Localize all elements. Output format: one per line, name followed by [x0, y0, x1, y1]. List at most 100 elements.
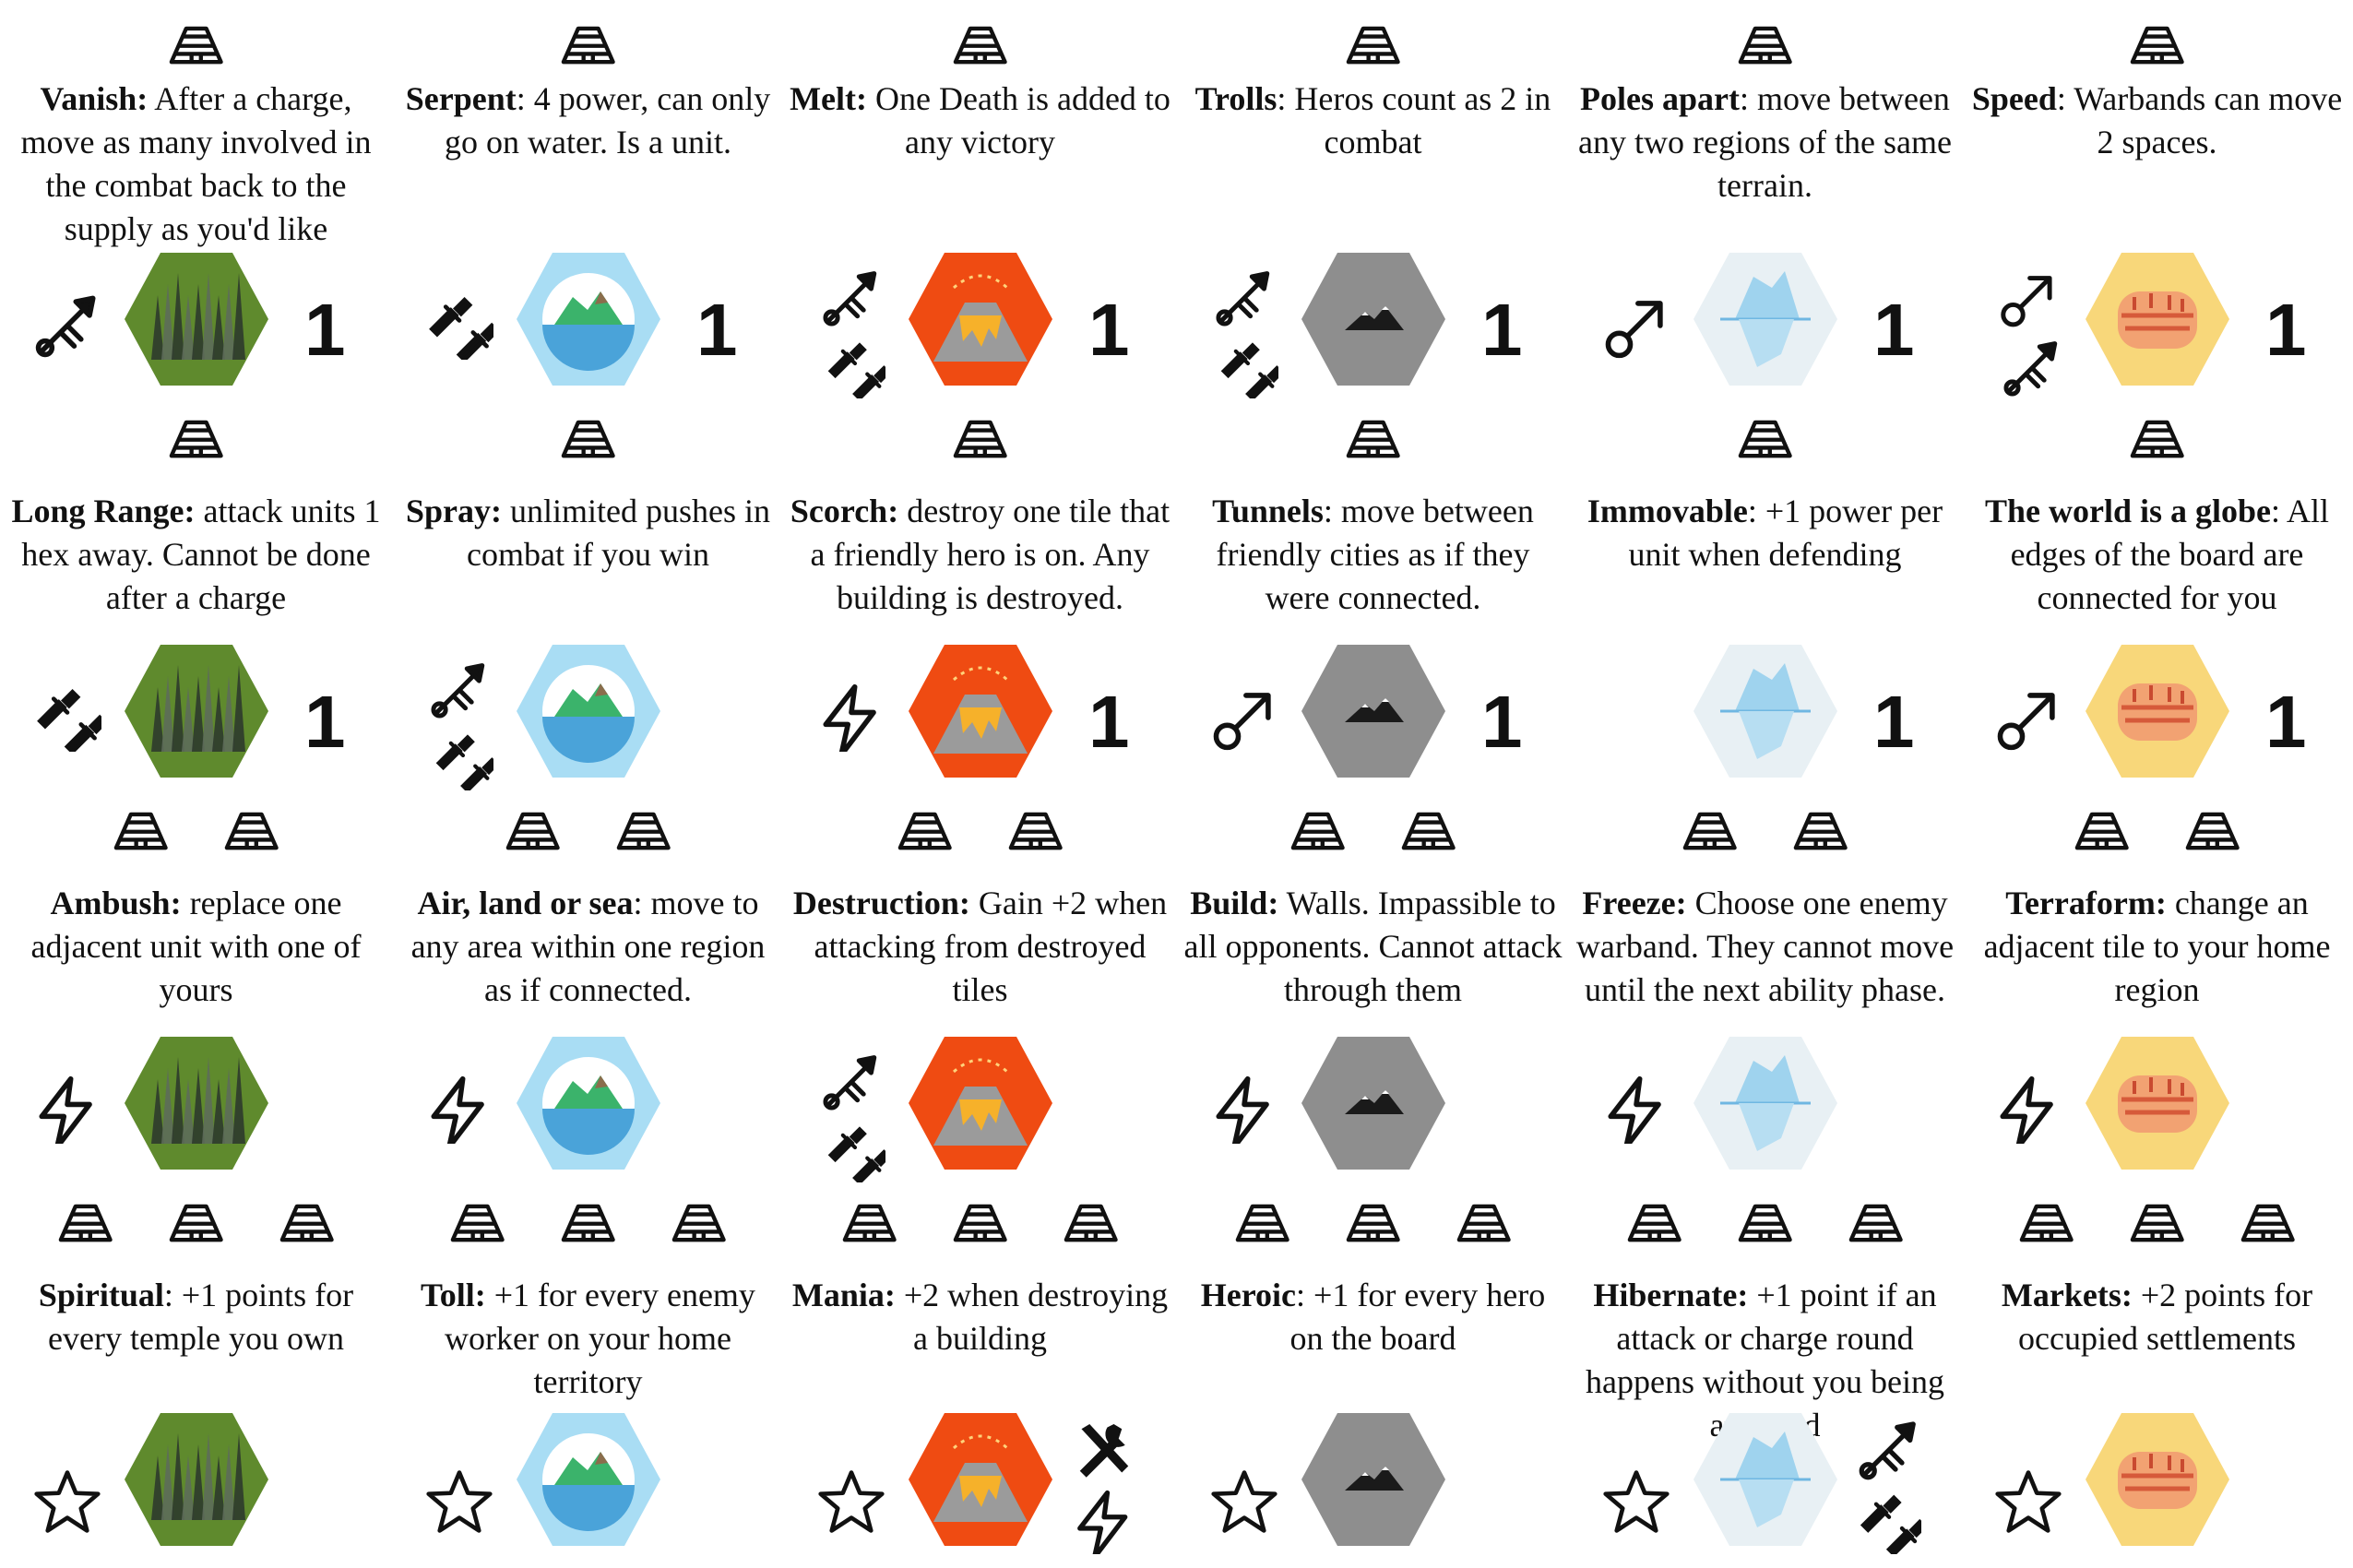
temple-cost: [1569, 26, 1961, 109]
ability-text: : Warbands can move 2 spaces.: [2056, 80, 2343, 160]
ability-card: Immovable: +1 power per unit when defend…: [1569, 392, 1961, 784]
lightning-icon: [1608, 1075, 1661, 1144]
star-icon: [1211, 1470, 1278, 1533]
ability-name: Air, land or sea: [417, 885, 634, 921]
star-icon: [1995, 1470, 2062, 1533]
ability-name: The world is a globe: [1984, 493, 2271, 529]
temple-icon: [113, 812, 168, 850]
ability-cost-number: 1: [1481, 681, 1523, 763]
lightning-icon: [1216, 1075, 1269, 1144]
temple-icon: [1682, 812, 1737, 850]
dagger-icon: [429, 296, 493, 360]
ability-name: Build:: [1190, 885, 1279, 921]
temple-cost: [0, 420, 392, 503]
lake-hex-tile: [517, 253, 660, 386]
temple-icon: [1235, 1204, 1289, 1242]
ability-description: Terraform: change an adjacent tile to yo…: [1965, 882, 2349, 1012]
temple-icon: [671, 1204, 726, 1242]
dagger-icon: [37, 688, 101, 752]
temple-icon: [897, 812, 952, 850]
temple-icon: [2130, 26, 2184, 65]
temple-cost: [1177, 1204, 1569, 1287]
ability-text: +2 points for occupied settlements: [2018, 1277, 2313, 1357]
ability-name: Ambush:: [50, 885, 182, 921]
ability-name: Markets:: [2001, 1277, 2133, 1313]
ability-card: Terraform: change an adjacent tile to yo…: [1961, 784, 2353, 1176]
lightning-icon: [2000, 1075, 2053, 1144]
spear-icon: [2003, 341, 2058, 397]
ice-hex-tile: [1693, 253, 1837, 386]
ice-hex-tile: [1693, 1037, 1837, 1170]
desert-hex-tile: [2086, 1413, 2229, 1546]
mountain-hex-tile: [1301, 1413, 1445, 1546]
spear-icon: [431, 663, 485, 719]
ability-name: Toll:: [421, 1277, 486, 1313]
ability-name: Trolls: [1194, 80, 1278, 117]
ability-card: Destruction: Gain +2 when attacking from…: [784, 784, 1176, 1182]
temple-icon: [58, 1204, 113, 1242]
temple-icon: [450, 1204, 505, 1242]
ability-text: replace one adjacent unit with one of yo…: [30, 885, 362, 1008]
ability-description: Trolls: Heros count as 2 in combat: [1181, 77, 1565, 164]
temple-icon: [1738, 420, 1792, 458]
temple-cost: [1961, 420, 2353, 503]
temple-icon: [2130, 1204, 2184, 1242]
forest-hex-tile: [125, 1037, 268, 1170]
ability-cost-number: 1: [1481, 289, 1523, 371]
ability-name: Serpent: [405, 80, 517, 117]
temple-icon: [2240, 1204, 2295, 1242]
ice-hex-tile: [1693, 1413, 1837, 1546]
star-icon: [426, 1470, 493, 1533]
ability-description: Scorch: destroy one tile that a friendly…: [788, 490, 1172, 620]
ability-card: Air, land or sea: move to any area withi…: [392, 784, 784, 1176]
temple-icon: [953, 1204, 1007, 1242]
ability-text: unlimited pushes in combat if you win: [467, 493, 770, 573]
ability-text: destroy one tile that a friendly hero is…: [810, 493, 1171, 616]
ability-card: Speed: Warbands can move 2 spaces. 1: [1961, 0, 2353, 397]
lightning-icon: [39, 1075, 92, 1144]
lightning-icon: [823, 683, 876, 752]
ability-text: : 4 power, can only go on water. Is a un…: [445, 80, 771, 160]
tools-icon: [1079, 1424, 1129, 1478]
ability-description: Heroic: +1 for every hero on the board: [1181, 1274, 1565, 1360]
ability-description: Tunnels: move between friendly cities as…: [1181, 490, 1565, 620]
ability-description: Poles apart: move between any two region…: [1573, 77, 1957, 208]
forest-hex-tile: [125, 1413, 268, 1546]
ability-card: Melt: One Death is added to any victory …: [784, 0, 1176, 398]
temple-cost: [1177, 420, 1569, 503]
ability-cost-number: 1: [1088, 681, 1130, 763]
dagger-icon: [827, 342, 885, 398]
ability-card: Markets: +2 points for occupied settleme…: [1961, 1176, 2353, 1568]
temple-cost: [1961, 26, 2353, 109]
ability-text: Walls. Impassible to all opponents. Cann…: [1183, 885, 1563, 1008]
temple-cost: [0, 26, 392, 109]
lake-hex-tile: [517, 1413, 660, 1546]
spear-icon: [1859, 1421, 1916, 1480]
temple-icon: [169, 26, 223, 65]
lake-hex-tile: [517, 1037, 660, 1170]
ability-name: Mania:: [791, 1277, 896, 1313]
ability-name: Hibernate:: [1593, 1277, 1749, 1313]
ability-name: Immovable: [1586, 493, 1748, 529]
ability-description: Melt: One Death is added to any victory: [788, 77, 1172, 164]
desert-hex-tile: [2086, 253, 2229, 386]
ability-text: Gain +2 when attacking from destroyed ti…: [814, 885, 1168, 1008]
ability-text: +1 for every enemy worker on your home t…: [445, 1277, 755, 1400]
ability-description: Speed: Warbands can move 2 spaces.: [1965, 77, 2349, 164]
forest-hex-tile: [125, 645, 268, 778]
ability-text: : move between any two regions of the sa…: [1578, 80, 1952, 204]
ability-text: : +1 power per unit when defending: [1628, 493, 1943, 573]
temple-icon: [2185, 812, 2240, 850]
dagger-icon: [1860, 1494, 1921, 1554]
volcano-hex-tile: [909, 1037, 1052, 1170]
temple-icon: [1290, 812, 1345, 850]
temple-icon: [953, 420, 1007, 458]
temple-cost: [0, 1204, 392, 1287]
temple-icon: [1346, 420, 1400, 458]
temple-cost: [1177, 812, 1569, 895]
ability-description: Spiritual: +1 points for every temple yo…: [4, 1274, 388, 1360]
volcano-hex-tile: [909, 253, 1052, 386]
desert-hex-tile: [2086, 1037, 2229, 1170]
ability-name: Tunnels: [1212, 493, 1324, 529]
ability-description: Immovable: +1 power per unit when defend…: [1573, 490, 1957, 576]
